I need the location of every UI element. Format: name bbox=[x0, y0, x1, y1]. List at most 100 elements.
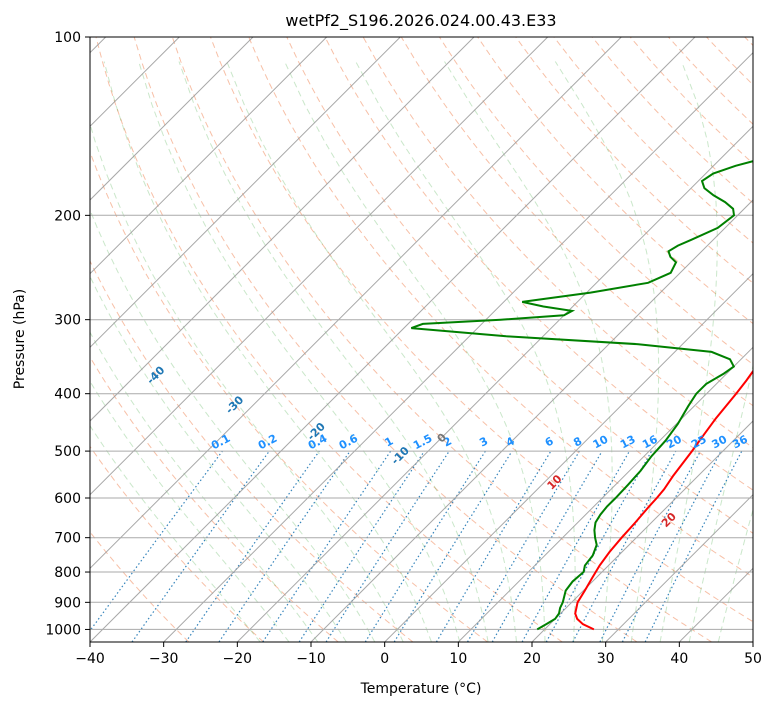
x-axis-label: Temperature (°C) bbox=[360, 681, 482, 697]
mixing-ratio-line bbox=[325, 450, 450, 642]
adiabat-label: -30 bbox=[223, 393, 246, 416]
moist-adiabat bbox=[659, 61, 718, 642]
isotherm bbox=[90, 37, 549, 496]
y-tick-label: 500 bbox=[54, 444, 81, 460]
mixing-ratio-label: 8 bbox=[571, 434, 584, 449]
mixing-ratio-label: 0.1 bbox=[209, 432, 232, 453]
isotherm bbox=[90, 37, 328, 275]
dry-adiabat bbox=[477, 37, 753, 325]
mixing-ratio-line bbox=[131, 450, 270, 642]
dry-adiabat bbox=[744, 37, 753, 47]
mixing-ratio-label: 16 bbox=[640, 433, 660, 452]
moist-adiabat bbox=[554, 61, 660, 642]
plot-frame bbox=[89, 36, 754, 643]
mixing-ratio-label: 6 bbox=[543, 434, 556, 449]
temperature-line bbox=[574, 369, 753, 631]
x-tick-label: 50 bbox=[744, 651, 762, 667]
isotherm bbox=[90, 37, 254, 201]
mixing-ratio-label: 13 bbox=[618, 433, 638, 452]
mixing-ratio-label: 3 bbox=[477, 434, 490, 449]
y-tick-label: 600 bbox=[54, 491, 81, 507]
x-tick-label: 30 bbox=[597, 651, 615, 667]
moist-adiabat bbox=[90, 331, 319, 642]
y-tick-label: 800 bbox=[54, 565, 81, 581]
isotherm bbox=[236, 125, 753, 642]
dry-adiabat bbox=[171, 37, 712, 642]
moist-adiabat bbox=[90, 424, 261, 642]
moist-adiabat bbox=[355, 61, 576, 642]
adiabat-label: 20 bbox=[659, 510, 679, 530]
moist-adiabat bbox=[178, 61, 489, 642]
dry-adiabat bbox=[591, 37, 753, 204]
dry-adiabat bbox=[90, 259, 414, 642]
x-tick-label: −10 bbox=[296, 651, 326, 667]
mixing-ratio-label: 36 bbox=[730, 433, 750, 452]
dry-adiabat bbox=[133, 37, 638, 642]
x-tick-label: 40 bbox=[670, 651, 688, 667]
moist-adiabat bbox=[226, 61, 517, 642]
dewpoint-line bbox=[410, 160, 753, 631]
mixing-ratio-line bbox=[393, 450, 513, 642]
y-tick-label: 1000 bbox=[45, 622, 81, 638]
mixing-ratio-label: 10 bbox=[591, 433, 611, 452]
mixing-ratio-line bbox=[545, 450, 653, 642]
y-tick-label: 200 bbox=[54, 208, 81, 224]
moist-adiabat bbox=[138, 61, 461, 642]
isotherm bbox=[605, 493, 753, 642]
contour-labels: 0.1 0.2 0.4 0.6 1 1.5 2 3 4 6 8 10 13 16 20 25 30 36-40-3… bbox=[144, 363, 750, 530]
dry-adiabat bbox=[90, 531, 190, 642]
isotherm bbox=[310, 199, 753, 642]
x-tick-label: 0 bbox=[380, 651, 389, 667]
dry-adiabat bbox=[248, 37, 753, 578]
y-tick-label: 700 bbox=[54, 531, 81, 547]
isotherm bbox=[90, 37, 475, 422]
mixing-ratio-label: 25 bbox=[689, 433, 709, 452]
x-tick-label: 10 bbox=[449, 651, 467, 667]
y-tick-label: 100 bbox=[54, 30, 81, 46]
mixing-ratio-label: 1 bbox=[383, 434, 396, 449]
mixing-ratio-line bbox=[644, 450, 743, 642]
x-axis-ticks: −40 −30 −20 −10 0 10 20 30 40 50 bbox=[75, 642, 762, 667]
isotherm bbox=[457, 346, 753, 642]
mixing-ratio-line bbox=[90, 450, 223, 632]
dry-adiabat bbox=[95, 37, 563, 642]
grid bbox=[90, 37, 753, 642]
dry-adiabat bbox=[706, 37, 753, 86]
isotherm bbox=[90, 37, 622, 570]
x-tick-label: −30 bbox=[149, 651, 179, 667]
mixing-ratio-label: 30 bbox=[710, 433, 730, 452]
dry-adiabat bbox=[324, 37, 753, 491]
x-tick-label: 20 bbox=[523, 651, 541, 667]
isotherm bbox=[678, 567, 753, 642]
moist-adiabat bbox=[90, 122, 404, 642]
mixing-ratio-label: 1.5 bbox=[411, 432, 434, 453]
moist-adiabat bbox=[444, 61, 613, 642]
moist-adiabat bbox=[717, 507, 753, 642]
x-tick-label: −40 bbox=[75, 651, 105, 667]
isotherm bbox=[531, 420, 753, 642]
dry-adiabat bbox=[90, 445, 264, 642]
moist-adiabat bbox=[688, 363, 753, 642]
mixing-ratio-line bbox=[364, 450, 486, 642]
mixing-ratio-line bbox=[218, 450, 351, 642]
mixing-ratio-line bbox=[262, 450, 392, 642]
mixing-ratio-line bbox=[185, 450, 320, 642]
chart-title: wetPf2_S196.2026.024.00.43.E33 bbox=[285, 11, 556, 31]
mixing-ratio-line bbox=[572, 450, 677, 642]
mixing-ratio-label: 20 bbox=[664, 433, 684, 452]
dry-adiabat bbox=[515, 37, 753, 284]
dry-adiabat bbox=[668, 37, 753, 125]
y-axis-ticks: 100 200 300 400 500 600 700 800 900 1000 bbox=[45, 30, 90, 638]
isotherm bbox=[752, 641, 753, 642]
moist-adiabat bbox=[284, 61, 546, 642]
mixing-ratio-line bbox=[435, 450, 552, 642]
moist-adiabat bbox=[90, 275, 347, 642]
x-tick-label: −20 bbox=[223, 651, 253, 667]
moist-adiabat bbox=[103, 61, 432, 642]
mixing-ratio-line bbox=[521, 450, 631, 642]
background-lines bbox=[90, 37, 753, 642]
y-tick-label: 300 bbox=[54, 313, 81, 329]
dry-adiabat bbox=[90, 150, 488, 642]
